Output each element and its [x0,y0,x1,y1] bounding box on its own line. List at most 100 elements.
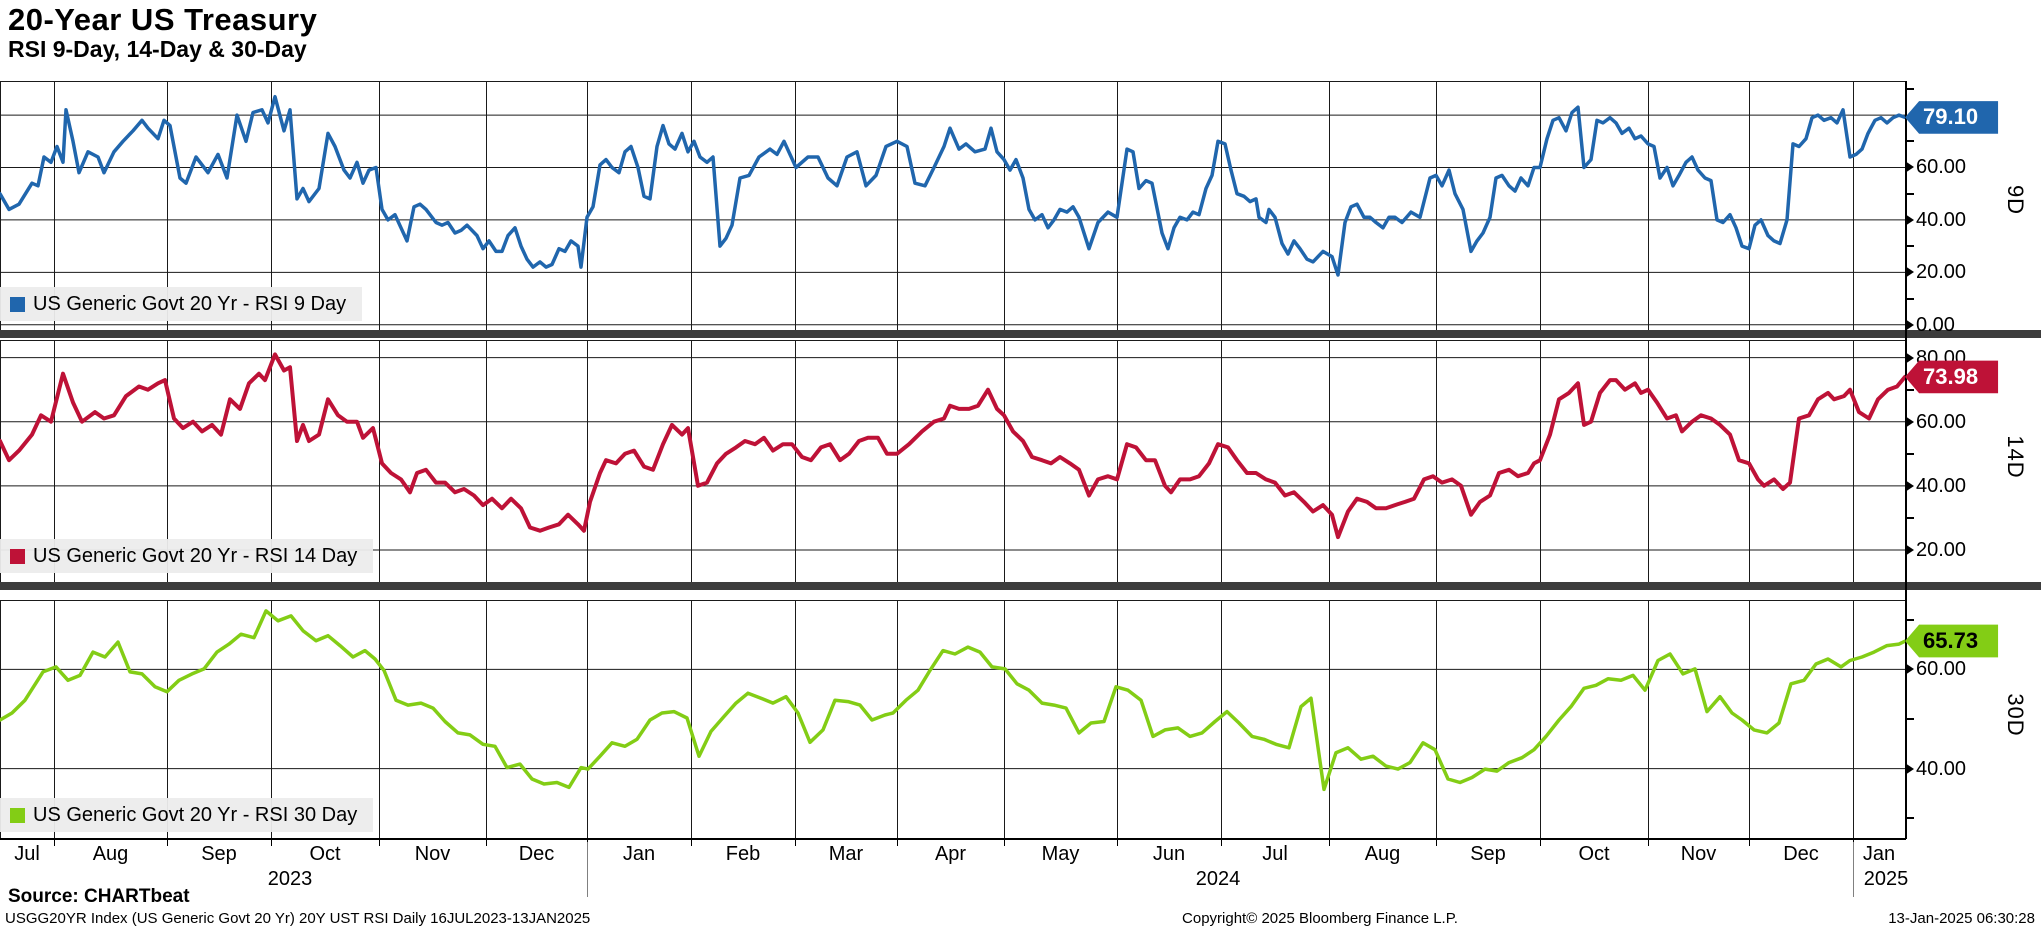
legend-swatch-30d [10,807,25,823]
month-label: May [1041,843,1080,865]
month-tick [691,838,692,846]
rsi-9d-plot[interactable] [0,81,1905,330]
month-label: Jul [1262,843,1288,865]
year-label: 2025 [1863,868,1909,890]
tick-arrow-icon [1905,479,1914,492]
rsi-line-9d [0,94,1905,277]
tick-arrow-icon [1905,318,1914,331]
panel-separator [0,330,2041,338]
legend-swatch-9d [10,296,25,312]
tick-arrow-icon [1905,663,1914,676]
month-tick [1117,838,1118,846]
page-title: 20-Year US Treasury [8,2,318,37]
axis-tick-label: 40.00 [1916,474,1967,497]
month-tick [1648,838,1649,846]
tick-arrow-icon [1905,543,1914,556]
month-label: Sep [1470,843,1506,865]
legend-swatch-14d [10,548,25,564]
month-label: Aug [92,843,129,865]
year-separator [1853,842,1854,897]
month-tick [167,838,168,846]
copyright-text: Copyright© 2025 Bloomberg Finance L.P. [1182,910,1458,927]
tick-arrow-icon [1905,213,1914,226]
panel-label-14d: 14D [2003,435,2028,479]
legend-rsi-9d[interactable]: US Generic Govt 20 Yr - RSI 9 Day [0,287,363,321]
month-label: Mar [828,843,864,865]
month-label: Jun [1152,843,1186,865]
month-tick [271,838,272,846]
source-label: Source: CHARTbeat [8,886,190,907]
tick-arrow-icon [1905,415,1914,428]
axis-minor-tick [1905,87,1914,90]
month-label: Jan [622,843,656,865]
axis-minor-tick [1905,817,1914,820]
tick-arrow-icon [1905,762,1914,775]
year-label: 2023 [267,868,313,890]
month-tick [486,838,487,846]
axis-minor-tick [1905,245,1914,248]
month-label: Aug [1364,843,1401,865]
legend-rsi-30d[interactable]: US Generic Govt 20 Yr - RSI 30 Day [0,798,374,832]
month-label: Oct [309,843,341,865]
month-label: Oct [1578,843,1610,865]
timestamp: 13-Jan-2025 06:30:28 [1888,910,2035,927]
axis-minor-tick [1905,618,1914,621]
last-value-badge-9d: 79.10 [1905,101,1999,134]
axis-minor-tick [1905,297,1914,300]
right-axis-line [1905,81,1907,839]
axis-tick-label: 60.00 [1916,156,1967,179]
year-label: 2024 [1195,868,1241,890]
month-tick [1540,838,1541,846]
month-label: Sep [201,843,237,865]
axis-minor-tick [1905,388,1914,391]
security-description: USGG20YR Index (US Generic Govt 20 Yr) 2… [5,910,591,927]
month-tick [1749,838,1750,846]
rsi-14d-plot[interactable] [0,340,1905,582]
axis-tick-label: 60.00 [1916,658,1967,681]
panel-label-30d: 30D [2003,693,2028,737]
axis-tick-label: 0.00 [1916,313,1955,336]
last-value-badge-30d: 65.73 [1905,624,1999,658]
axis-minor-tick [1905,718,1914,720]
last-value-badge-14d: 73.98 [1905,360,1999,394]
page-subtitle: RSI 9-Day, 14-Day & 30-Day [8,36,307,62]
legend-rsi-14d[interactable]: US Generic Govt 20 Yr - RSI 14 Day [0,539,374,573]
month-label: Dec [518,843,555,865]
axis-tick-label: 20.00 [1916,538,1967,561]
axis-minor-tick [1905,192,1914,195]
tick-arrow-icon [1905,161,1914,174]
axis-minor-tick [1905,140,1914,143]
month-tick [1329,838,1330,846]
month-label: Dec [1783,843,1819,865]
panel-separator [0,582,2041,590]
month-tick [379,838,380,846]
month-tick [1221,838,1222,846]
tick-arrow-icon [1905,266,1914,279]
axis-tick-label: 20.00 [1916,261,1967,284]
month-label: Nov [1680,843,1717,865]
month-tick [795,838,796,846]
panel-label-9d: 9D [2003,184,2028,216]
month-label: Apr [934,843,967,865]
month-tick [1436,838,1437,846]
year-separator [587,842,588,897]
x-axis-line [0,838,1906,840]
axis-tick-label: 40.00 [1916,208,1967,231]
tick-arrow-icon [1905,351,1914,364]
legend-label-9d: US Generic Govt 20 Yr - RSI 9 Day [33,292,347,315]
month-label: Jul [14,843,40,865]
rsi-line-14d [0,352,1905,540]
month-label: Nov [414,843,451,865]
legend-label-30d: US Generic Govt 20 Yr - RSI 30 Day [33,803,358,826]
rsi-30d-plot[interactable] [0,600,1905,838]
month-tick [1004,838,1005,846]
month-tick [897,838,898,846]
axis-tick-label: 40.00 [1916,757,1967,780]
month-label: Feb [725,843,761,865]
month-label: Jan [1862,843,1896,865]
axis-tick-label: 60.00 [1916,410,1967,433]
rsi-line-30d [0,609,1905,792]
legend-label-14d: US Generic Govt 20 Yr - RSI 14 Day [33,544,358,567]
axis-minor-tick [1905,452,1914,455]
